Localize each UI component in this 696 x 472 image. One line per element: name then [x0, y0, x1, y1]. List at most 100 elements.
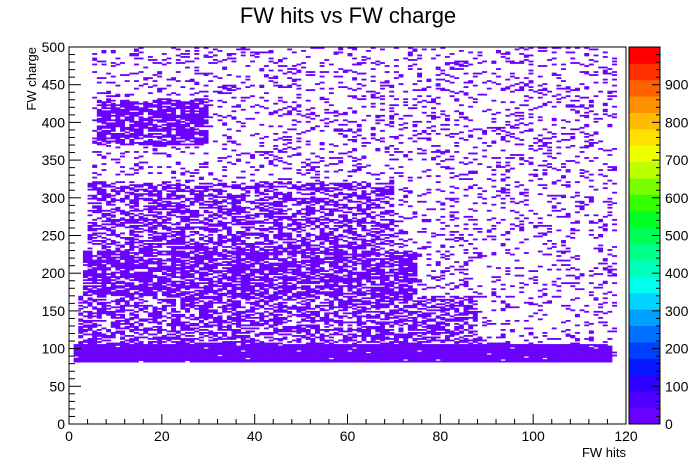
heatmap-cell — [263, 205, 269, 208]
heatmap-cell — [231, 53, 237, 55]
heatmap-cell — [189, 247, 195, 250]
heatmap-cell — [203, 268, 209, 271]
heatmap-cell — [231, 163, 237, 165]
heatmap-cell — [171, 327, 177, 330]
heatmap-cell — [157, 348, 163, 351]
heatmap-cell — [198, 300, 204, 303]
heatmap-cell — [277, 221, 283, 224]
heatmap-cell — [212, 178, 218, 181]
heatmap-cell — [92, 96, 98, 99]
heatmap-cell — [147, 193, 153, 196]
heatmap-cell — [133, 332, 139, 334]
heatmap-cell — [129, 140, 135, 143]
heatmap-cell — [273, 148, 279, 150]
heatmap-cell — [147, 273, 153, 276]
heatmap-cell — [231, 235, 237, 238]
heatmap-cell — [92, 279, 98, 282]
heatmap-cell — [226, 264, 232, 266]
heatmap-cell — [296, 218, 302, 221]
heatmap-cell — [245, 345, 251, 348]
heatmap-cell — [250, 223, 255, 226]
heatmap-cell — [305, 187, 311, 190]
heatmap-cell — [120, 122, 125, 125]
heatmap-cell — [152, 318, 158, 321]
heatmap-cell — [296, 181, 302, 184]
heatmap-cell — [310, 191, 316, 194]
heatmap-cell — [189, 175, 195, 177]
heatmap-cell — [305, 325, 311, 328]
heatmap-cell — [240, 291, 246, 294]
heatmap-cell — [198, 132, 204, 135]
heatmap-cell — [231, 259, 237, 262]
heatmap-cell — [147, 132, 153, 135]
heatmap-cell — [157, 75, 163, 78]
heatmap-cell — [110, 182, 116, 185]
heatmap-cell — [198, 176, 204, 179]
heatmap-cell — [129, 218, 135, 221]
heatmap-cell — [203, 313, 209, 316]
heatmap-cell — [301, 184, 307, 187]
heatmap-cell — [203, 351, 209, 354]
heatmap-cell — [291, 330, 297, 333]
heatmap-cell — [291, 258, 297, 260]
heatmap-cell — [180, 297, 186, 300]
heatmap-cell — [250, 185, 255, 188]
heatmap-cell — [138, 166, 144, 168]
heatmap-cell — [282, 268, 288, 271]
heatmap-cell — [273, 193, 279, 196]
heatmap-cell — [92, 344, 98, 346]
heatmap-cell — [254, 250, 260, 253]
heatmap-cell — [152, 267, 158, 269]
heatmap-cell — [101, 120, 107, 123]
heatmap-cell — [305, 241, 311, 244]
heatmap-cell — [198, 357, 204, 360]
heatmap-cell — [217, 277, 223, 280]
heatmap-cell — [212, 267, 218, 269]
heatmap-cell — [240, 359, 246, 361]
heatmap-cell — [171, 114, 177, 117]
heatmap-cell — [129, 184, 135, 187]
heatmap-cell — [273, 188, 279, 191]
heatmap-cell — [110, 259, 116, 262]
heatmap-cell — [152, 341, 158, 343]
heatmap-cell — [115, 208, 121, 211]
heatmap-cell — [301, 188, 307, 191]
heatmap-cell — [296, 202, 302, 205]
heatmap-cell — [282, 359, 288, 361]
heatmap-cell — [110, 243, 116, 245]
heatmap-cell — [124, 339, 130, 342]
heatmap-cell — [250, 187, 255, 190]
heatmap-cell — [198, 227, 204, 230]
heatmap-cell — [231, 149, 237, 152]
heatmap-cell — [282, 345, 288, 348]
heatmap-cell — [189, 215, 195, 218]
heatmap-cell — [231, 351, 237, 354]
heatmap-cell — [250, 313, 255, 316]
heatmap-cell — [291, 286, 297, 289]
heatmap-cell — [263, 322, 269, 325]
heatmap-cell — [92, 285, 98, 288]
heatmap-cell — [157, 104, 163, 107]
heatmap-cell — [143, 101, 149, 104]
heatmap-cell — [263, 214, 269, 217]
heatmap-cell — [152, 110, 158, 113]
heatmap-cell — [268, 354, 274, 357]
heatmap-cell — [171, 274, 177, 277]
heatmap-cell — [129, 167, 135, 170]
heatmap-cell — [161, 206, 167, 209]
heatmap-cell — [305, 289, 311, 292]
heatmap-cell — [282, 72, 288, 75]
heatmap-cell — [157, 277, 163, 280]
heatmap-cell — [305, 163, 311, 165]
heatmap-cell — [245, 194, 251, 197]
heatmap-cell — [147, 313, 153, 316]
heatmap-cell — [212, 230, 218, 233]
heatmap-cell — [106, 336, 112, 339]
heatmap-cell — [180, 125, 186, 128]
heatmap-cell — [198, 359, 204, 361]
heatmap-cell — [82, 274, 88, 277]
heatmap-cell — [282, 258, 288, 260]
heatmap-cell — [115, 140, 121, 143]
heatmap-cell — [268, 258, 274, 260]
heatmap-cell — [101, 319, 107, 322]
